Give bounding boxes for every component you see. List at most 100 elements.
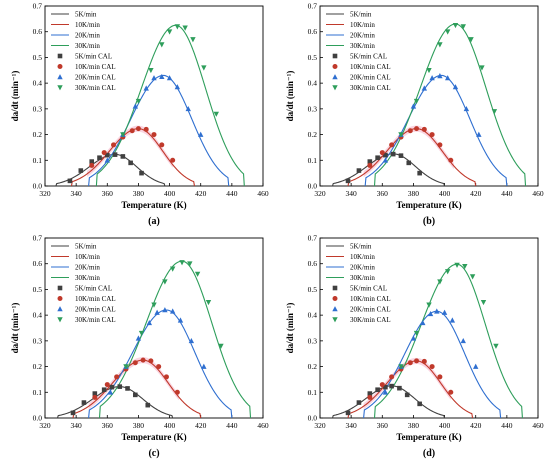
panel-label: (d) [423,448,435,459]
legend-swatch-circle [57,64,63,69]
data-point-circle [389,374,395,380]
x-tick-label: 320 [39,189,51,198]
y-tick-label: 0.3 [33,336,43,345]
series-line [88,74,230,186]
data-point-circle [414,358,420,364]
data-point-triangle-up [421,85,428,91]
legend-label: 30K/min [350,274,375,282]
x-tick-label: 340 [71,189,83,198]
confidence-band [363,357,451,410]
x-axis-title: Temperature (K) [121,200,186,210]
data-point-triangle-up [188,337,195,344]
legend-label: 5K/min CAL [350,285,387,293]
x-tick-label: 360 [377,421,389,430]
data-point-triangle-down [413,330,420,337]
data-point-circle [437,374,443,380]
y-tick-label: 0.1 [308,388,318,397]
data-point-triangle-up [429,75,435,81]
data-point-circle [148,358,154,364]
x-tick-label: 360 [102,421,114,430]
legend-label: 10K/min [75,253,100,261]
data-point-square [89,159,95,164]
data-point-circle [151,132,157,138]
y-tick-label: 0.4 [308,311,318,320]
x-tick-label: 460 [257,421,269,430]
x-tick-label: 400 [164,421,176,430]
data-point-square [417,170,422,176]
x-axis-title: Temperature (K) [121,432,186,442]
y-tick-label: 0.5 [33,285,43,294]
panel-label: (b) [423,216,435,227]
legend-label: 5K/min CAL [75,285,112,293]
legend-label: 10K/min [350,21,375,29]
x-tick-label: 320 [314,421,326,430]
data-point-triangle-up [169,308,176,314]
data-point-square [404,392,410,398]
x-tick-label: 340 [346,421,358,430]
data-point-triangle-down [460,24,466,30]
y-tick-label: 0.2 [308,130,318,139]
legend-swatch-circle [57,296,63,301]
legend-label: 30K/min [75,42,100,50]
data-point-triangle-up [463,105,470,112]
series-group [55,24,245,186]
data-point-square [397,385,402,391]
x-tick-label: 420 [470,189,482,198]
series-line [98,260,252,418]
data-point-triangle-up [382,389,389,395]
data-point-triangle-up [434,308,440,314]
legend-swatch-triangle-down [332,317,338,323]
data-point-triangle-up [460,337,466,344]
legend-label: 10K/min CAL [75,63,116,71]
panel-label: (a) [148,216,160,227]
data-point-circle [437,142,443,148]
data-point-triangle-down [162,279,168,285]
y-axis-title: da/dt (min⁻¹) [10,303,20,354]
y-axis-title: da/dt (min⁻¹) [285,71,295,122]
legend-label: 30K/min CAL [75,316,116,324]
data-point-triangle-up [104,157,110,163]
data-point-triangle-up [382,157,389,163]
y-tick-label: 0.3 [308,104,318,113]
data-point-square [345,410,351,416]
data-point-triangle-up [146,319,153,326]
confidence-band [87,125,173,178]
data-point-triangle-down [454,262,460,268]
x-tick-label: 400 [439,189,451,198]
legend-label: 20K/min CAL [350,306,391,314]
x-tick-label: 360 [377,189,389,198]
legend-label: 30K/min [350,42,375,50]
data-point-triangle-up [449,317,456,323]
data-point-circle [429,132,435,138]
data-point-triangle-down [213,111,219,117]
legend-label: 30K/min CAL [350,316,391,324]
data-point-triangle-up [162,307,168,313]
data-point-circle [421,358,427,364]
data-point-square [78,168,84,173]
x-tick-label: 420 [195,421,207,430]
data-point-triangle-down [491,109,498,115]
data-point-circle [111,142,117,148]
data-point-square [109,384,115,390]
y-tick-label: 0.4 [308,79,318,88]
data-point-triangle-down [151,302,157,308]
data-point-triangle-down [123,364,129,370]
data-point-triangle-down [182,25,188,31]
x-tick-label: 340 [346,189,358,198]
y-tick-label: 0.1 [33,388,43,397]
data-point-triangle-up [151,75,157,81]
data-point-triangle-up [201,363,207,369]
x-tick-label: 420 [470,421,482,430]
legend: 5K/min 10K/min 20K/min 30K/min 5K/min CAL 10K… [326,243,391,324]
data-point-triangle-down [426,67,432,74]
legend-label: 5K/min [350,11,372,19]
data-point-circle [140,357,146,363]
legend-label: 20K/min CAL [75,306,116,314]
data-point-circle [170,157,176,163]
data-point-triangle-up [420,319,426,326]
y-tick-label: 0.0 [308,182,318,191]
data-point-circle [104,382,110,388]
data-point-triangle-up [441,309,448,315]
series-line [347,360,474,418]
